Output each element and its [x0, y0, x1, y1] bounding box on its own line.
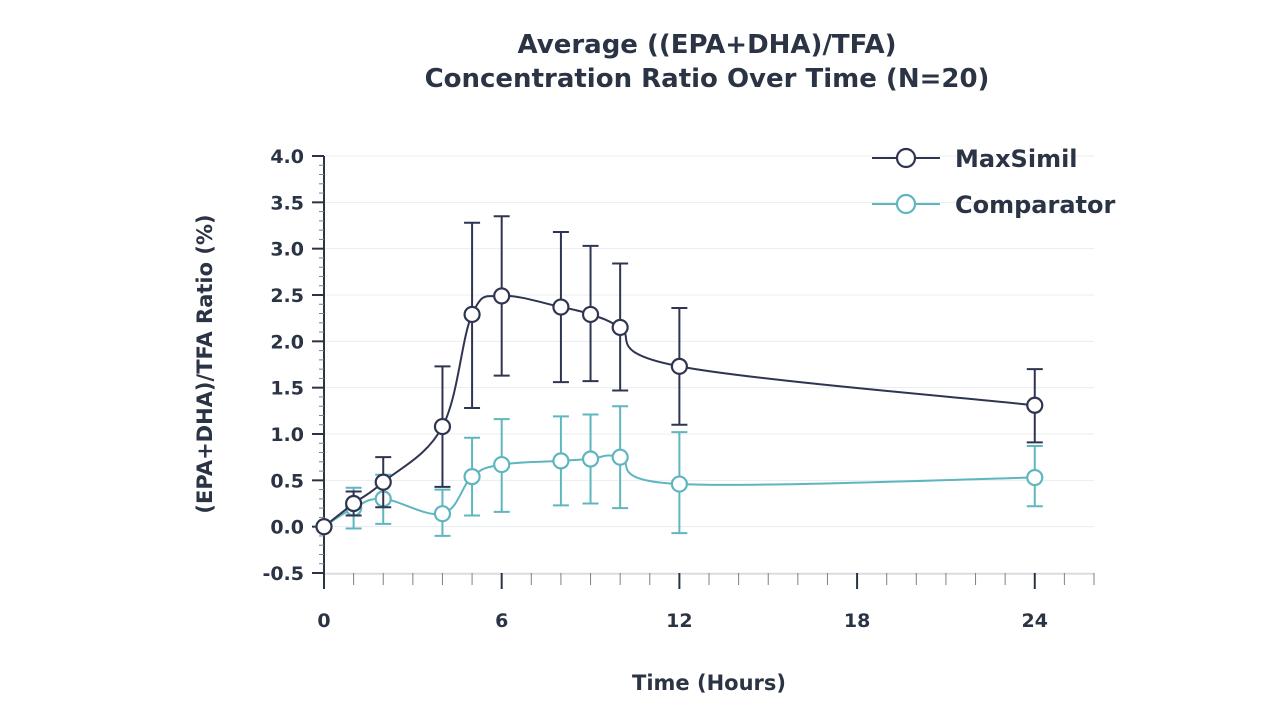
- legend-item-maxsimil: MaxSimil: [872, 145, 1078, 173]
- y-tick-label: 1.5: [270, 378, 304, 400]
- y-tick-label: 0.0: [270, 517, 304, 539]
- data-point: [493, 455, 511, 474]
- data-point: [552, 452, 570, 470]
- data-point: [463, 468, 481, 486]
- chart-title-line1: Average ((EPA+DHA)/TFA): [517, 30, 897, 60]
- data-point: [581, 305, 600, 324]
- y-axis-label: (EPA+DHA)/TFA Ratio (%): [193, 214, 217, 513]
- legend-marker: [895, 147, 917, 169]
- x-tick-label: 0: [317, 610, 330, 632]
- y-tick-label: 2.0: [270, 331, 304, 353]
- data-point: [670, 357, 688, 375]
- data-point: [1026, 396, 1044, 414]
- y-tick-label: -0.5: [262, 563, 304, 585]
- y-tick-label: 3.5: [270, 192, 304, 214]
- data-point: [463, 305, 481, 324]
- data-point: [611, 448, 629, 466]
- y-tick-label: 3.0: [270, 239, 304, 261]
- x-axis-ticks: 0 6 12 18 24: [317, 573, 1095, 632]
- y-tick-label: 0.5: [270, 470, 304, 492]
- legend: MaxSimil Comparator: [872, 145, 1115, 219]
- data-point: [433, 505, 452, 523]
- y-tick-label: 2.5: [270, 285, 304, 307]
- series-maxsimil: [315, 215, 1044, 536]
- y-tick-label: 1.0: [270, 424, 304, 446]
- legend-marker: [895, 193, 917, 215]
- data-point: [374, 473, 392, 491]
- data-point: [345, 494, 363, 513]
- data-point: [670, 475, 688, 493]
- legend-label: Comparator: [955, 191, 1115, 219]
- data-point: [1026, 468, 1044, 487]
- x-tick-label: 24: [1022, 610, 1048, 632]
- chart-title: Average ((EPA+DHA)/TFA) Concentration Ra…: [0, 28, 1280, 96]
- data-point: [493, 287, 511, 305]
- x-axis-label: Time (Hours): [632, 671, 786, 695]
- grid-lines: [324, 155, 1094, 574]
- chart-title-line2: Concentration Ratio Over Time (N=20): [424, 64, 990, 94]
- data-point: [611, 318, 629, 337]
- legend-label: MaxSimil: [955, 145, 1078, 173]
- data-point: [581, 450, 600, 468]
- y-tick-label: 4.0: [270, 146, 304, 168]
- data-point: [433, 417, 452, 436]
- data-point: [315, 518, 333, 536]
- x-tick-label: 18: [844, 610, 870, 632]
- series-layer: [315, 215, 1044, 537]
- legend-item-comparator: Comparator: [872, 191, 1115, 219]
- x-tick-label: 12: [666, 610, 692, 632]
- data-point: [552, 298, 570, 316]
- x-tick-label: 6: [495, 610, 508, 632]
- y-axis-ticks: -0.5 0.0 0.5 1.0 1.5 2.0 2.5 3.0 3.5 4.0: [262, 146, 324, 585]
